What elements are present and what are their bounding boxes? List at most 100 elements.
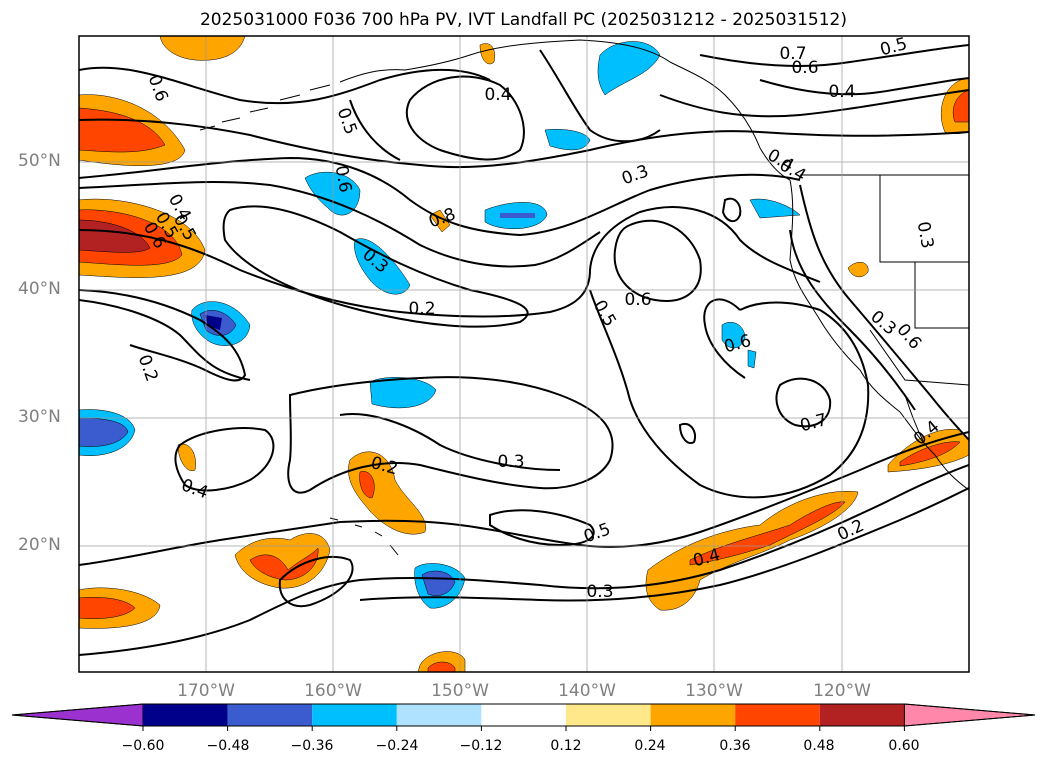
pv-contour bbox=[79, 299, 251, 381]
pv-contour bbox=[79, 118, 969, 169]
fill-blob bbox=[79, 597, 136, 619]
contour-label: 0.4 bbox=[484, 85, 511, 105]
colorbar-tick: −0.36 bbox=[290, 738, 334, 754]
contour-label: 0.2 bbox=[408, 299, 435, 319]
alaska-coast bbox=[339, 39, 791, 181]
colorbar-extend-max bbox=[903, 703, 1036, 727]
lon-label-170w: 170°W bbox=[177, 681, 235, 701]
pv-contour bbox=[79, 289, 247, 382]
pv-contour bbox=[79, 181, 601, 268]
pv-contour bbox=[699, 44, 969, 67]
pv-contour bbox=[759, 77, 969, 96]
pv-contour bbox=[789, 229, 916, 411]
colorbar-tick: 0.12 bbox=[550, 738, 582, 754]
state-border bbox=[914, 262, 969, 329]
fill-blob bbox=[359, 471, 375, 499]
map-title: 2025031000 F036 700 hPa PV, IVT Landfall… bbox=[199, 10, 847, 30]
fill-blob bbox=[847, 261, 869, 278]
contour-label: 0.7 bbox=[779, 44, 806, 64]
pv-contour bbox=[278, 555, 354, 608]
lon-label-130w: 130°W bbox=[685, 681, 743, 701]
lat-label-40n: 40°N bbox=[18, 279, 61, 299]
pv-contour bbox=[703, 298, 746, 379]
colorbar-segment bbox=[143, 704, 228, 726]
fill-blob bbox=[369, 377, 437, 409]
fill-blob bbox=[952, 89, 969, 123]
colorbar-tick: 0.36 bbox=[719, 738, 751, 754]
pv-contour bbox=[678, 422, 696, 444]
pv-contour bbox=[349, 99, 401, 161]
colorbar-tick: 0.48 bbox=[803, 738, 835, 754]
pv-contour bbox=[539, 49, 661, 143]
pv-contour bbox=[613, 219, 702, 302]
pv-contour bbox=[79, 431, 969, 566]
pv-contour bbox=[489, 509, 595, 547]
colorbar bbox=[11, 703, 1036, 731]
colorbar-segment bbox=[650, 704, 736, 726]
pv-contour bbox=[79, 464, 969, 656]
fill-blob bbox=[747, 349, 757, 369]
fill-blob bbox=[249, 547, 319, 581]
colorbar-segment bbox=[396, 704, 482, 726]
pv-contour bbox=[339, 413, 561, 471]
colorbar-tick: −0.24 bbox=[375, 738, 419, 754]
colorbar-tick: 0.24 bbox=[634, 738, 666, 754]
gridlines bbox=[79, 36, 969, 672]
colorbar-segment bbox=[312, 704, 397, 726]
pv-contour bbox=[775, 377, 832, 428]
pv-contour-layer bbox=[79, 44, 969, 656]
fill-blob bbox=[500, 213, 535, 218]
fill-blob bbox=[899, 441, 961, 467]
pv-contour bbox=[359, 487, 969, 602]
pv-contour bbox=[659, 89, 969, 118]
colorbar-extend-min bbox=[11, 703, 144, 727]
fill-blob bbox=[689, 501, 846, 566]
colorbar-tick: −0.60 bbox=[121, 738, 165, 754]
lon-label-150w: 150°W bbox=[431, 681, 489, 701]
lon-label-120w: 120°W bbox=[813, 681, 871, 701]
pv-contour bbox=[405, 75, 525, 161]
contour-label: 0.4 bbox=[828, 82, 855, 102]
lon-label-140w: 140°W bbox=[558, 681, 616, 701]
contour-label: 0.6 bbox=[331, 164, 355, 194]
lat-label-50n: 50°N bbox=[18, 151, 61, 171]
fill-blob bbox=[177, 443, 196, 472]
pv-contour bbox=[721, 197, 742, 223]
colorbar-tick: −0.12 bbox=[459, 738, 503, 754]
fill-blob bbox=[597, 41, 661, 96]
pv-contour bbox=[174, 427, 275, 492]
fill-blob bbox=[234, 533, 331, 589]
fill-blob bbox=[79, 417, 129, 447]
fill-blob bbox=[479, 43, 495, 65]
colorbar-segment bbox=[481, 704, 566, 726]
fill-blob bbox=[159, 36, 246, 61]
contour-label: 0.6 bbox=[791, 58, 818, 78]
contour-label: 0.6 bbox=[624, 290, 651, 310]
fill-blob bbox=[544, 129, 591, 151]
pv-contour bbox=[79, 156, 801, 237]
pv-contour bbox=[287, 376, 614, 494]
map-border bbox=[78, 35, 970, 673]
fill-blob bbox=[721, 322, 746, 349]
fill-blob bbox=[354, 238, 411, 295]
ivt-fill-layer bbox=[79, 36, 969, 672]
contour-label: 0.3 bbox=[497, 452, 524, 472]
lat-label-20n: 20°N bbox=[18, 535, 61, 555]
colorbar-segment bbox=[566, 704, 651, 726]
colorbar-tick: −0.48 bbox=[206, 738, 250, 754]
colorbar-segment bbox=[735, 704, 820, 726]
colorbar-tick: 0.60 bbox=[888, 738, 920, 754]
pv-contour bbox=[589, 289, 870, 499]
contour-label: 0.3 bbox=[913, 220, 937, 250]
map-panel: 0.6 0.5 0.4 0.7 0.6 0.5 0.4 0.3 0.4 0.6 … bbox=[79, 36, 969, 672]
pv-contour bbox=[799, 184, 969, 441]
colorbar-segment bbox=[819, 704, 905, 726]
pv-contour bbox=[222, 205, 529, 328]
contour-label: 0.3 bbox=[586, 582, 613, 602]
state-border bbox=[879, 175, 969, 263]
fill-blob bbox=[749, 198, 801, 219]
fill-blob bbox=[79, 219, 151, 253]
pv-contour bbox=[79, 66, 491, 105]
colorbar-segment bbox=[227, 704, 313, 726]
pv-contour bbox=[79, 206, 821, 318]
